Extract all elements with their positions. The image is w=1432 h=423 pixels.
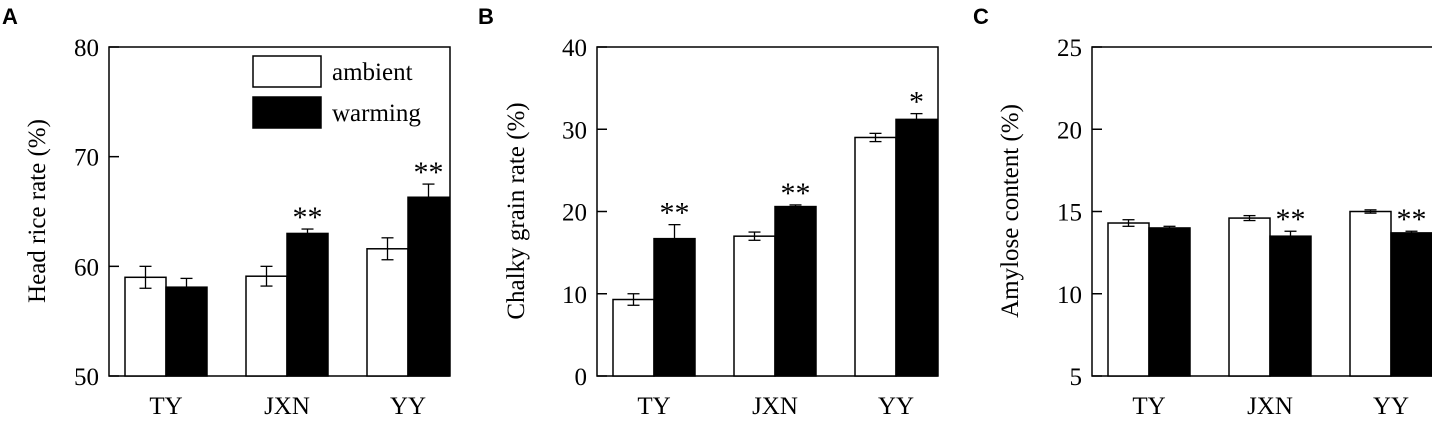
panel-a: A Head rice rate (%) 50 60 70 80 TY JXN YY ** **… (2, 4, 451, 420)
panel-c-x-tick-label: JXN (1247, 393, 1293, 418)
panel-b-y-axis-label: Chalky grain rate (%) (503, 102, 530, 319)
panel-a-y-axis-label: Head rice rate (%) (24, 119, 51, 303)
panel-a-bar-warming (165, 286, 208, 377)
panel-b-bar-ambient (612, 298, 655, 377)
panel-b-y-tick-label: 0 (575, 364, 588, 391)
panel-c-y-tick-label: 15 (1057, 200, 1082, 227)
panel-c-bar-warming (1390, 232, 1432, 377)
panel-a-legend: ambient warming (252, 55, 421, 129)
panel-b-bar-ambient (854, 136, 897, 377)
panel-a-significance-label: ** (414, 156, 444, 189)
panel-a-y-tick-label: 70 (74, 145, 99, 172)
panel-a-y-tick-label: 80 (74, 35, 99, 62)
panel-c-x-tick-label: TY (1132, 393, 1165, 418)
panel-c-x-tick-label: YY (1373, 393, 1409, 418)
panel-a-bar-warming (407, 196, 450, 377)
legend-swatch-ambient (252, 55, 322, 88)
panel-c-y-axis-label: Amylose content (%) (997, 104, 1024, 318)
panel-b: B Chalky grain rate (%) 0 10 20 30 40 TY JXN YY… (478, 4, 939, 420)
legend-label-ambient: ambient (332, 59, 413, 86)
panel-c-marks: 5 10 15 20 25 TY JXN YY ** ** (1057, 35, 1432, 420)
panel-c-significance-label: ** (1397, 203, 1427, 236)
panel-a-y-tick-label: 50 (74, 364, 99, 391)
panel-c-significance-label: ** (1276, 203, 1306, 236)
panel-a-bar-ambient (366, 248, 409, 377)
legend-label-warming: warming (332, 100, 421, 127)
panel-b-y-tick-label: 30 (562, 117, 587, 144)
panel-b-x-tick-label: JXN (752, 393, 798, 418)
panel-a-marks: 50 60 70 80 TY JXN YY ** ** (74, 35, 450, 420)
panel-a-bar-ambient (124, 276, 167, 377)
panel-b-significance-label: ** (660, 197, 690, 230)
panel-a-x-tick-label: YY (390, 393, 426, 418)
panel-b-x-tick-label: YY (878, 393, 914, 418)
panel-b-bar-warming (653, 237, 696, 377)
panel-a-x-tick-label: JXN (264, 393, 310, 418)
panel-a-y-tick-label: 60 (74, 254, 99, 281)
panel-a-significance-label: ** (293, 201, 323, 234)
panel-c-y-tick-label: 5 (1070, 364, 1083, 391)
panel-b-bar-warming (895, 118, 938, 377)
panel-b-bar-warming (774, 205, 817, 377)
panel-c-bar-ambient (1228, 217, 1271, 377)
panel-b-x-tick-label: TY (637, 393, 670, 418)
panel-b-significance-label: * (909, 86, 924, 119)
panel-b-y-tick-label: 10 (562, 282, 587, 309)
panel-c-bar-ambient (1349, 210, 1392, 377)
panel-b-letter: B (478, 4, 494, 29)
panel-b-y-tick-label: 40 (562, 35, 587, 62)
panel-a-bar-ambient (245, 275, 288, 377)
panel-c-bar-warming (1269, 235, 1312, 377)
panel-b-significance-label: ** (781, 177, 811, 210)
panel-c-y-tick-label: 10 (1057, 282, 1082, 309)
panel-c-y-tick-label: 25 (1057, 35, 1082, 62)
panel-c-bar-warming (1148, 227, 1191, 377)
panel-a-bar-warming (286, 232, 329, 377)
panel-c: C Amylose content (%) 5 10 15 20 25 TY JXN YY **… (973, 4, 1432, 420)
panel-c-bar-ambient (1107, 222, 1150, 377)
legend-swatch-warming (252, 96, 322, 129)
panel-c-letter: C (973, 4, 989, 29)
panel-b-y-tick-label: 20 (562, 200, 587, 227)
panel-c-y-tick-label: 20 (1057, 117, 1082, 144)
panel-a-x-tick-label: TY (149, 393, 182, 418)
panel-b-bar-ambient (733, 235, 776, 377)
panel-a-letter: A (2, 4, 18, 29)
